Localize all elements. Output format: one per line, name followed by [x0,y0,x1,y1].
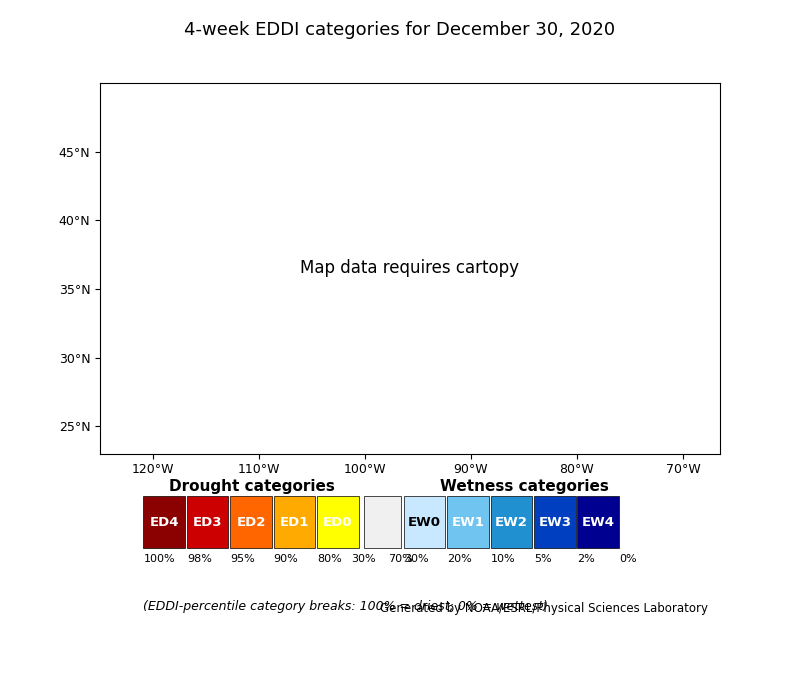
Text: 80%: 80% [317,554,342,564]
Text: 70%: 70% [388,554,413,564]
Text: 0%: 0% [619,554,637,564]
FancyBboxPatch shape [404,496,446,548]
Text: 95%: 95% [230,554,255,564]
FancyBboxPatch shape [143,496,185,548]
Text: EW0: EW0 [408,515,441,529]
FancyBboxPatch shape [317,496,358,548]
FancyBboxPatch shape [447,496,489,548]
Text: 98%: 98% [187,554,212,564]
Text: 90%: 90% [274,554,298,564]
Text: EW3: EW3 [538,515,571,529]
Text: Drought categories: Drought categories [169,479,335,493]
Text: ED3: ED3 [193,515,222,529]
Text: Generated by NOAA/ESRL/Physical Sciences Laboratory: Generated by NOAA/ESRL/Physical Sciences… [380,602,708,615]
Text: ED1: ED1 [280,515,309,529]
Text: EW2: EW2 [495,515,528,529]
Text: 2%: 2% [578,554,595,564]
Text: EW4: EW4 [582,515,614,529]
FancyBboxPatch shape [187,496,228,548]
Text: 100%: 100% [143,554,175,564]
Text: ED4: ED4 [150,515,179,529]
Text: 4-week EDDI categories for December 30, 2020: 4-week EDDI categories for December 30, … [185,21,615,39]
FancyBboxPatch shape [230,496,272,548]
Text: EW1: EW1 [451,515,485,529]
Text: 30%: 30% [351,554,376,564]
FancyBboxPatch shape [578,496,619,548]
FancyBboxPatch shape [363,496,401,548]
Text: 20%: 20% [447,554,472,564]
Text: Wetness categories: Wetness categories [440,479,609,493]
Text: (EDDI-percentile category breaks: 100% = driest; 0% = wettest): (EDDI-percentile category breaks: 100% =… [143,600,549,613]
Text: 10%: 10% [490,554,515,564]
Text: ED2: ED2 [236,515,266,529]
FancyBboxPatch shape [274,496,315,548]
Text: Map data requires cartopy: Map data requires cartopy [301,259,519,277]
Text: 5%: 5% [534,554,552,564]
FancyBboxPatch shape [490,496,532,548]
Text: 30%: 30% [404,554,429,564]
FancyBboxPatch shape [534,496,575,548]
Text: ED0: ED0 [323,515,353,529]
